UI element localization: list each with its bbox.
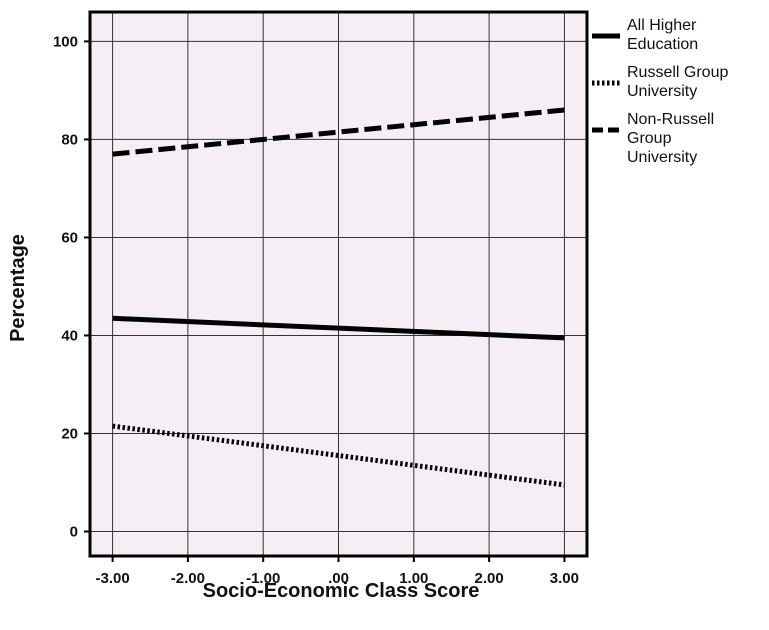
x-tick-label: 1.00 <box>399 570 428 587</box>
x-tick-label: 3.00 <box>550 570 579 587</box>
y-tick-label: 100 <box>53 33 78 50</box>
series-layer <box>112 107 565 488</box>
x-tick-label: -3.00 <box>95 570 129 587</box>
series-line-1 <box>112 315 565 341</box>
y-axis-title: Percentage <box>7 234 29 342</box>
series-line-3 <box>112 107 565 157</box>
y-tick-label: 80 <box>61 131 78 148</box>
x-tick-label: -2.00 <box>171 570 205 587</box>
y-tick-label: 0 <box>70 523 78 540</box>
y-axis: 0 20 40 60 80 100 <box>53 33 90 540</box>
x-tick-label: -1.00 <box>246 570 280 587</box>
y-tick-label: 60 <box>61 229 78 246</box>
legend-label: University <box>627 83 697 100</box>
x-tick-label: .00 <box>328 570 349 587</box>
legend-label: University <box>627 149 697 166</box>
legend: All Higher Education Russell Group Universi… <box>592 17 728 166</box>
x-tick-label: 2.00 <box>475 570 504 587</box>
legend-label: Non-Russell <box>627 111 714 128</box>
y-tick-label: 20 <box>61 425 78 442</box>
y-tick-label: 40 <box>61 327 78 344</box>
x-axis-title: Socio-Economic Class Score <box>203 580 480 602</box>
legend-label: All Higher <box>627 17 697 34</box>
legend-label: Education <box>627 36 698 53</box>
legend-label: Group <box>627 130 672 147</box>
series-line-2 <box>112 423 565 488</box>
x-axis: -3.00 -2.00 -1.00 .00 1.00 2.00 3.00 <box>95 556 579 587</box>
legend-label: Russell Group <box>627 64 728 81</box>
